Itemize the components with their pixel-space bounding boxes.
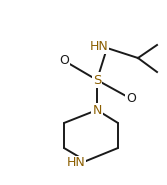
Text: HN: HN [90, 40, 108, 53]
Text: HN: HN [67, 157, 85, 169]
Text: S: S [93, 73, 101, 87]
Text: O: O [59, 55, 69, 68]
Text: O: O [126, 92, 136, 105]
Text: N: N [92, 103, 102, 117]
